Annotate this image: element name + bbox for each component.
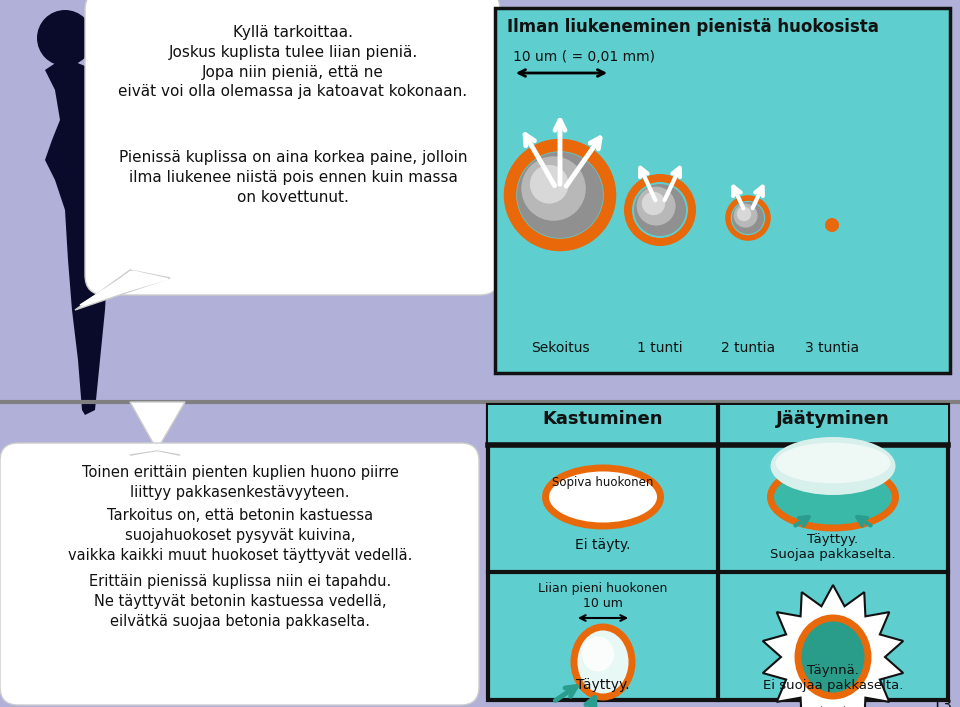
Text: Kyllä tarkoittaa.
Joskus kuplista tulee liian pieniä.
Jopa niin pieniä, että ne
: Kyllä tarkoittaa. Joskus kuplista tulee … (118, 25, 468, 100)
Ellipse shape (771, 437, 896, 495)
Text: Täynnä.
Ei suojaa pakkaselta.: Täynnä. Ei suojaa pakkaselta. (763, 664, 903, 692)
Circle shape (517, 152, 603, 238)
Ellipse shape (776, 443, 891, 484)
Text: Tarkoitus on, että betonin kastuessa
suojahuokoset pysyvät kuivina,
vaikka kaikk: Tarkoitus on, että betonin kastuessa suo… (68, 508, 412, 563)
Text: 10 um ( = 0,01 mm): 10 um ( = 0,01 mm) (513, 50, 655, 64)
Circle shape (521, 156, 586, 221)
Bar (488, 405, 948, 700)
Polygon shape (130, 451, 180, 455)
Text: 3 tuntia: 3 tuntia (804, 341, 859, 355)
Circle shape (634, 184, 686, 236)
Polygon shape (763, 585, 903, 707)
Polygon shape (75, 270, 170, 310)
Text: Sekoitus: Sekoitus (531, 341, 589, 355)
Text: Toinen erittäin pienten kuplien huono piirre
liittyy pakkasenkestävyyteen.: Toinen erittäin pienten kuplien huono pi… (82, 465, 398, 500)
Circle shape (737, 207, 752, 221)
Circle shape (642, 192, 665, 215)
Text: Täyttyy.: Täyttyy. (576, 678, 630, 692)
Polygon shape (80, 271, 168, 305)
Text: 2 tuntia: 2 tuntia (721, 341, 775, 355)
Text: Jäätyminen: Jäätyminen (776, 410, 890, 428)
Text: Erittäin pienissä kuplissa niin ei tapahdu.
Ne täyttyvät betonin kastuessa vedel: Erittäin pienissä kuplissa niin ei tapah… (89, 574, 391, 629)
FancyBboxPatch shape (85, 0, 500, 295)
Text: Ilman liukeneminen pienistä huokosista: Ilman liukeneminen pienistä huokosista (507, 18, 878, 36)
Text: 13: 13 (931, 697, 952, 707)
Polygon shape (130, 402, 185, 450)
Ellipse shape (798, 618, 868, 696)
Text: Liian pieni huokonen
10 um: Liian pieni huokonen 10 um (539, 582, 668, 610)
Ellipse shape (574, 627, 632, 697)
Circle shape (37, 10, 93, 66)
Ellipse shape (582, 636, 614, 672)
Text: Täyttyy.
Suojaa pakkaselta.: Täyttyy. Suojaa pakkaselta. (770, 533, 896, 561)
Text: Pienissä kuplissa on aina korkea paine, jolloin
ilma liukenee niistä pois ennen : Pienissä kuplissa on aina korkea paine, … (119, 150, 468, 204)
Text: 1 tunti: 1 tunti (637, 341, 683, 355)
Bar (488, 405, 948, 445)
Text: Sopiva huokonen: Sopiva huokonen (552, 476, 654, 489)
Text: Kastuminen: Kastuminen (542, 410, 663, 428)
Ellipse shape (545, 468, 660, 526)
Circle shape (636, 187, 676, 226)
Ellipse shape (771, 466, 896, 528)
Circle shape (733, 204, 757, 228)
Circle shape (732, 202, 764, 234)
Bar (495, 8, 950, 373)
Polygon shape (133, 452, 177, 456)
Polygon shape (45, 60, 120, 415)
FancyBboxPatch shape (0, 443, 479, 705)
Text: Ei täyty.: Ei täyty. (575, 538, 631, 552)
Circle shape (825, 218, 839, 232)
Circle shape (530, 165, 568, 204)
